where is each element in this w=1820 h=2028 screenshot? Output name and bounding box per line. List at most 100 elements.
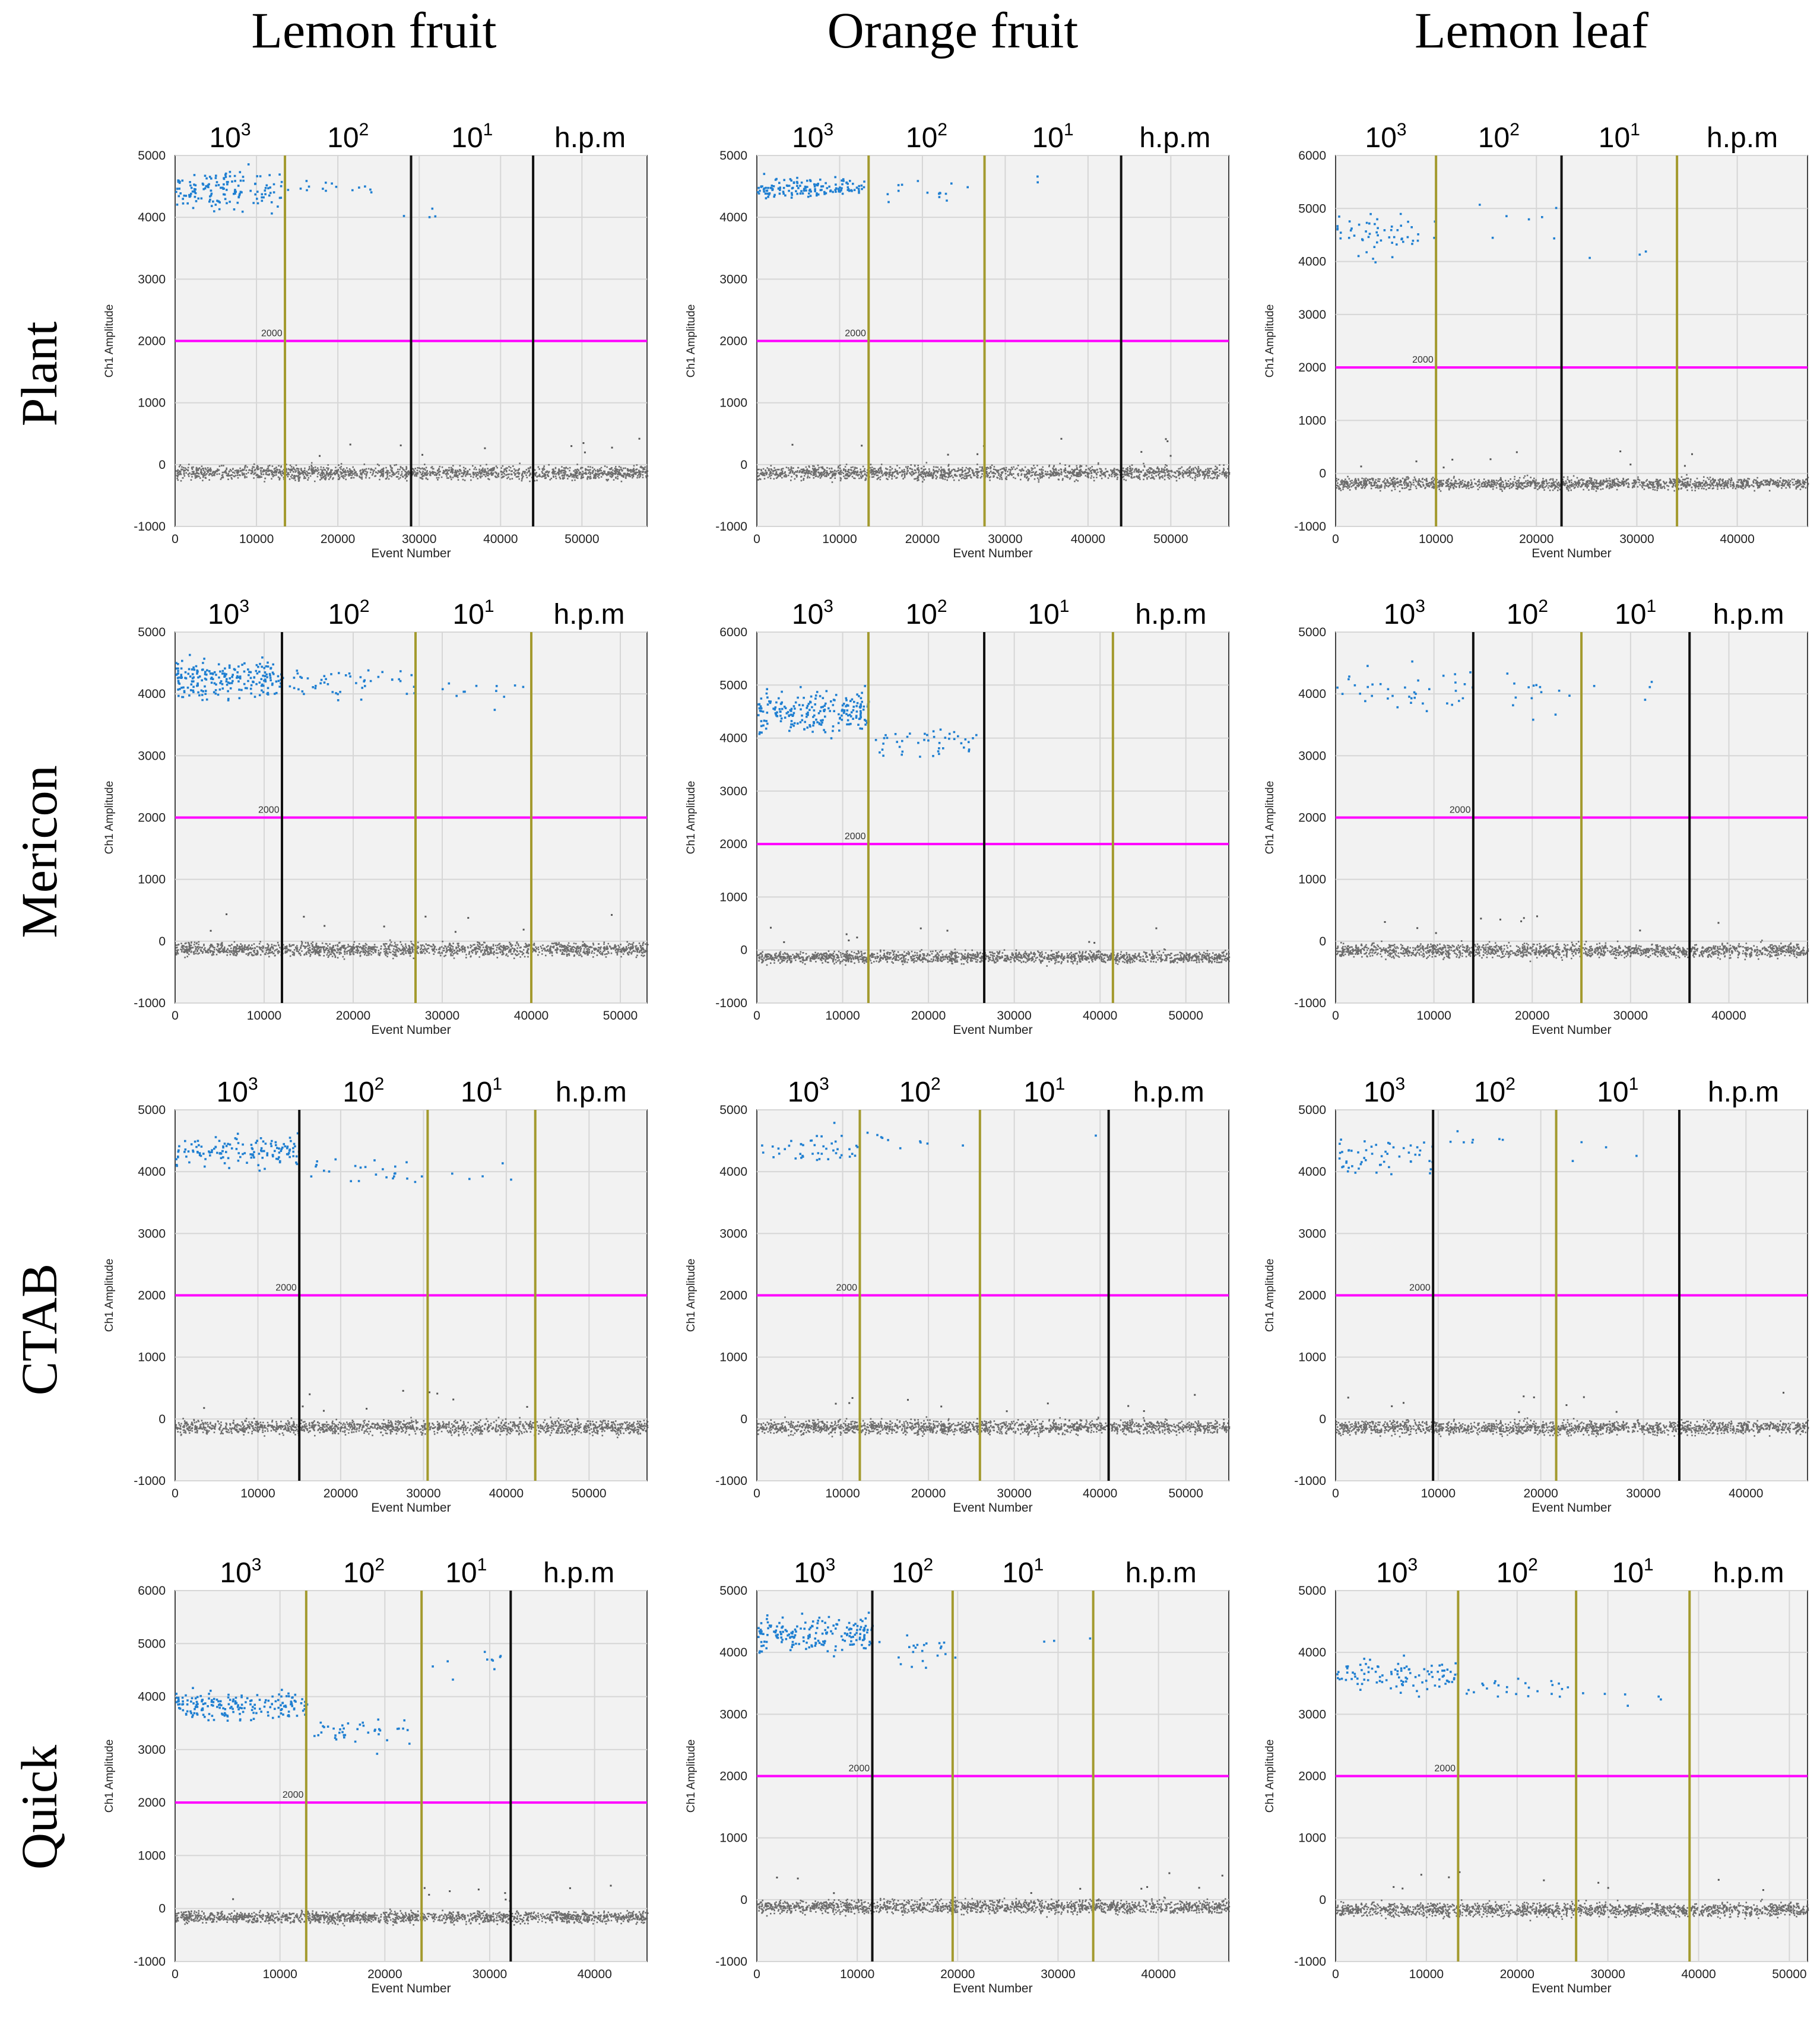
y-tick-label: 1000 bbox=[719, 890, 747, 904]
x-tick-label: 20000 bbox=[911, 1487, 946, 1500]
negative-droplet-outlier bbox=[1140, 1887, 1143, 1890]
y-tick-label: 4000 bbox=[719, 1646, 747, 1659]
negative-droplet-outlier bbox=[1402, 1402, 1404, 1404]
segment-label: 102 bbox=[1478, 120, 1520, 154]
segment-label: 101 bbox=[451, 120, 493, 154]
x-axis-label: Event Number bbox=[1532, 1982, 1611, 1995]
negative-droplet-outlier bbox=[1451, 458, 1454, 461]
chart-panel: -1000 0 1000 2000 3000 4000 5000 6000 0 10000 2000… bbox=[685, 596, 1231, 1037]
y-tick-label: 4000 bbox=[1298, 687, 1326, 701]
x-tick-label: 20000 bbox=[1500, 1967, 1534, 1981]
negative-droplet-outlier bbox=[845, 933, 848, 935]
negative-droplet-outlier bbox=[861, 445, 863, 447]
y-tick-label: 1000 bbox=[138, 396, 166, 410]
y-tick-label: 5000 bbox=[138, 626, 166, 639]
negative-droplet-outlier bbox=[1402, 1887, 1404, 1890]
x-tick-label: 10000 bbox=[262, 1967, 297, 1981]
negative-droplets bbox=[757, 1416, 1231, 1437]
segment-label: 101 bbox=[1032, 120, 1074, 154]
negative-droplet-outlier bbox=[505, 1899, 507, 1901]
segment-label: 103 bbox=[209, 120, 251, 154]
segment-label: 103 bbox=[1365, 120, 1407, 154]
y-axis-label: Ch1 Amplitude bbox=[685, 1259, 697, 1332]
x-tick-label: 0 bbox=[1332, 532, 1339, 546]
segment-label: 101 bbox=[1002, 1555, 1044, 1589]
negative-droplet-outlier bbox=[1543, 1879, 1545, 1881]
segment-label: h.p.m bbox=[1707, 122, 1778, 154]
segment-label: 103 bbox=[220, 1555, 261, 1589]
negative-droplet-outlier bbox=[791, 443, 794, 446]
segment-label: h.p.m bbox=[556, 1077, 627, 1108]
segment-label: 103 bbox=[794, 1555, 835, 1589]
negative-droplet-outlier bbox=[1717, 1878, 1720, 1881]
y-tick-label: -1000 bbox=[715, 1474, 747, 1488]
threshold-label: 2000 bbox=[845, 831, 866, 842]
y-tick-label: 2000 bbox=[719, 335, 747, 348]
y-axis-label: Ch1 Amplitude bbox=[103, 304, 116, 378]
positive-droplets bbox=[757, 685, 870, 740]
x-tick-label: 30000 bbox=[1626, 1487, 1660, 1500]
y-tick-label: 5000 bbox=[138, 1637, 166, 1651]
y-tick-label: 5000 bbox=[138, 1103, 166, 1117]
negative-droplet-outlier bbox=[848, 940, 850, 942]
negative-droplet-outlier bbox=[856, 937, 858, 939]
negative-droplet-outlier bbox=[1198, 1887, 1200, 1889]
x-tick-label: 50000 bbox=[565, 532, 599, 546]
x-tick-label: 30000 bbox=[1613, 1009, 1648, 1023]
negative-droplets bbox=[757, 462, 1231, 483]
negative-droplet-outlier bbox=[1683, 465, 1686, 467]
x-axis-label: Event Number bbox=[1532, 1501, 1611, 1515]
y-tick-label: 3000 bbox=[138, 1227, 166, 1240]
y-tick-label: 1000 bbox=[1298, 1351, 1326, 1364]
negative-droplet-outlier bbox=[210, 929, 212, 932]
negative-droplet-outlier bbox=[226, 913, 228, 915]
negative-droplets bbox=[757, 1896, 1231, 1918]
x-tick-label: 20000 bbox=[1519, 532, 1553, 546]
y-tick-label: 0 bbox=[1319, 935, 1326, 948]
x-tick-label: 30000 bbox=[406, 1487, 440, 1500]
y-tick-label: 0 bbox=[740, 458, 747, 472]
y-tick-label: 4000 bbox=[719, 732, 747, 745]
negative-droplet-outlier bbox=[906, 1399, 909, 1401]
x-tick-label: 40000 bbox=[1083, 1009, 1117, 1023]
y-tick-label: 2000 bbox=[1298, 361, 1326, 375]
y-tick-label: 0 bbox=[158, 935, 166, 948]
positive-droplets bbox=[1338, 1138, 1434, 1176]
positive-droplets bbox=[175, 653, 284, 702]
x-tick-label: 10000 bbox=[825, 1009, 860, 1023]
y-tick-label: 5000 bbox=[138, 149, 166, 163]
y-tick-label: -1000 bbox=[715, 996, 747, 1010]
negative-droplet-outlier bbox=[322, 1410, 325, 1412]
y-tick-label: 3000 bbox=[1298, 1227, 1326, 1240]
plot-area bbox=[175, 1590, 648, 1962]
x-tick-label: 50000 bbox=[572, 1487, 606, 1500]
y-tick-label: 1000 bbox=[1298, 873, 1326, 887]
negative-droplet-outlier bbox=[769, 926, 772, 929]
negative-droplet-outlier bbox=[610, 1884, 612, 1887]
negative-droplet-outlier bbox=[940, 1405, 943, 1408]
y-tick-label: 6000 bbox=[1298, 149, 1326, 163]
segment-label: h.p.m bbox=[1139, 122, 1210, 154]
negative-droplet-outlier bbox=[1629, 464, 1632, 466]
positive-droplets bbox=[441, 682, 525, 711]
x-tick-label: 40000 bbox=[1711, 1009, 1746, 1023]
y-tick-label: 2000 bbox=[1298, 1770, 1326, 1783]
negative-droplet-outlier bbox=[1762, 1889, 1764, 1891]
segment-label: h.p.m bbox=[1713, 1557, 1784, 1589]
negative-droplet-outlier bbox=[324, 925, 326, 927]
y-tick-label: -1000 bbox=[134, 1474, 166, 1488]
segment-label: 103 bbox=[792, 120, 833, 154]
y-tick-label: -1000 bbox=[1294, 1955, 1326, 1969]
segment-label: 103 bbox=[1384, 596, 1425, 630]
x-tick-label: 0 bbox=[172, 1487, 179, 1500]
negative-droplet-outlier bbox=[1639, 929, 1641, 932]
segment-label: h.p.m bbox=[554, 122, 626, 154]
x-tick-label: 20000 bbox=[1515, 1009, 1549, 1023]
negative-droplet-outlier bbox=[1221, 1874, 1223, 1877]
y-tick-label: 3000 bbox=[719, 1708, 747, 1721]
x-tick-label: 40000 bbox=[1681, 1967, 1716, 1981]
